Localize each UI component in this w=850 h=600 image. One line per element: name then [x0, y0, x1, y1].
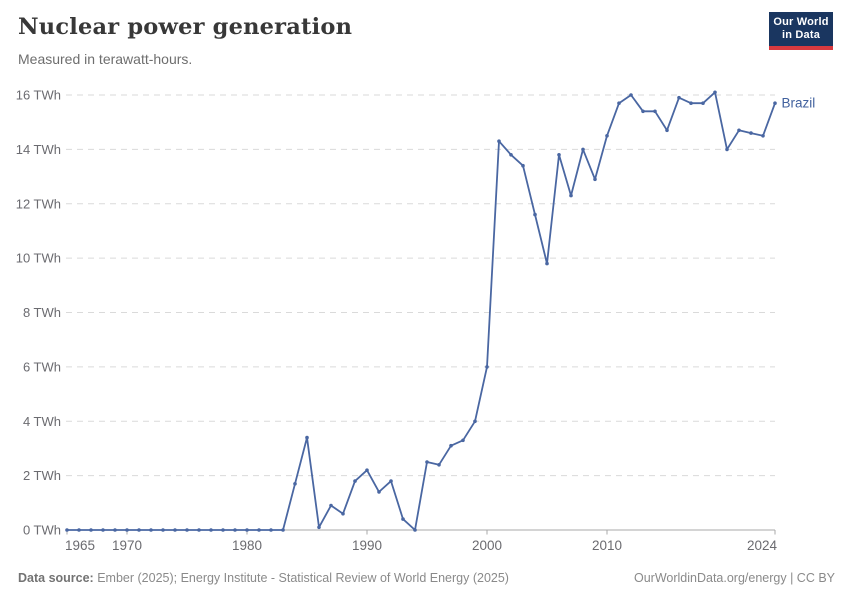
data-point[interactable]: [761, 134, 765, 138]
data-point[interactable]: [461, 438, 465, 443]
data-point[interactable]: [377, 490, 381, 494]
data-point[interactable]: [161, 528, 165, 532]
y-axis-label: 4 TWh: [23, 414, 61, 429]
data-point[interactable]: [173, 528, 177, 532]
data-point[interactable]: [293, 482, 297, 486]
data-point[interactable]: [593, 177, 597, 182]
data-point[interactable]: [281, 528, 285, 532]
data-point[interactable]: [233, 528, 237, 532]
data-point[interactable]: [521, 163, 525, 168]
data-point[interactable]: [689, 101, 693, 105]
data-point[interactable]: [617, 101, 621, 105]
data-point[interactable]: [629, 93, 633, 97]
footer: Data source: Ember (2025); Energy Instit…: [18, 571, 835, 585]
data-point[interactable]: [317, 525, 321, 530]
data-point[interactable]: [569, 193, 573, 198]
data-point[interactable]: [89, 528, 93, 532]
series-line-brazil[interactable]: [66, 91, 776, 531]
data-point[interactable]: [305, 435, 309, 440]
data-point[interactable]: [737, 128, 741, 133]
data-point[interactable]: [725, 147, 729, 152]
data-point[interactable]: [473, 419, 477, 424]
data-point[interactable]: [77, 528, 81, 532]
x-axis-label: 2010: [592, 538, 622, 553]
x-axis-label: 2024: [747, 538, 778, 553]
data-point[interactable]: [257, 528, 261, 532]
y-axis-label: 14 TWh: [16, 142, 61, 157]
data-point[interactable]: [353, 479, 357, 483]
data-source: Data source: Ember (2025); Energy Instit…: [18, 571, 509, 585]
data-point[interactable]: [665, 128, 669, 133]
data-point[interactable]: [245, 528, 249, 532]
y-axis-label: 12 TWh: [16, 196, 61, 211]
y-axis-label: 10 TWh: [16, 251, 61, 266]
data-point[interactable]: [701, 101, 705, 105]
data-point[interactable]: [365, 468, 369, 473]
data-point[interactable]: [485, 365, 489, 369]
data-point[interactable]: [713, 90, 717, 95]
data-point[interactable]: [581, 147, 585, 152]
data-point[interactable]: [653, 109, 657, 114]
data-point[interactable]: [125, 528, 129, 532]
data-point[interactable]: [209, 528, 213, 532]
data-point[interactable]: [221, 528, 225, 532]
chart-subtitle: Measured in terawatt-hours.: [18, 51, 193, 67]
chart-title: Nuclear power generation: [18, 14, 353, 40]
data-point[interactable]: [533, 212, 537, 217]
data-point[interactable]: [65, 528, 69, 532]
x-axis-label: 2000: [472, 538, 502, 553]
logo-text-line1: Our World: [773, 16, 829, 28]
data-point[interactable]: [185, 528, 189, 532]
x-axis-label: 1970: [112, 538, 142, 553]
data-point[interactable]: [677, 95, 681, 100]
y-axis-label: 6 TWh: [23, 359, 61, 374]
data-point[interactable]: [641, 109, 645, 114]
data-point[interactable]: [341, 511, 345, 516]
data-point[interactable]: [137, 528, 141, 532]
data-point[interactable]: [545, 261, 549, 266]
data-point[interactable]: [497, 139, 501, 143]
data-point[interactable]: [197, 528, 201, 532]
y-axis-label: 8 TWh: [23, 305, 61, 320]
y-axis-label: 16 TWh: [16, 88, 61, 103]
data-point[interactable]: [389, 479, 393, 483]
data-point[interactable]: [437, 463, 441, 467]
data-point[interactable]: [329, 503, 333, 508]
data-source-label: Data source:: [18, 571, 94, 585]
series-label-brazil[interactable]: Brazil: [782, 96, 816, 111]
data-point[interactable]: [749, 131, 753, 135]
data-source-text: Ember (2025); Energy Institute - Statist…: [93, 571, 509, 585]
data-point[interactable]: [509, 153, 513, 157]
x-axis-label: 1980: [232, 538, 262, 553]
data-point[interactable]: [773, 101, 777, 105]
data-point[interactable]: [149, 528, 153, 532]
y-axis-label: 0 TWh: [23, 523, 61, 538]
data-point[interactable]: [269, 528, 273, 532]
owid-logo[interactable]: Our World in Data: [769, 12, 833, 50]
data-point[interactable]: [557, 153, 561, 157]
data-point[interactable]: [605, 134, 609, 138]
data-point[interactable]: [113, 528, 117, 532]
data-point[interactable]: [449, 443, 453, 448]
data-point[interactable]: [413, 528, 417, 532]
logo-text-line2: in Data: [781, 29, 821, 41]
credit-link[interactable]: OurWorldinData.org/energy | CC BY: [633, 571, 835, 585]
x-axis-label: 1965: [65, 538, 95, 553]
data-point[interactable]: [101, 528, 105, 532]
y-axis-label: 2 TWh: [23, 468, 61, 483]
x-axis-label: 1990: [352, 538, 382, 553]
data-point[interactable]: [425, 460, 429, 464]
data-point[interactable]: [401, 517, 405, 521]
